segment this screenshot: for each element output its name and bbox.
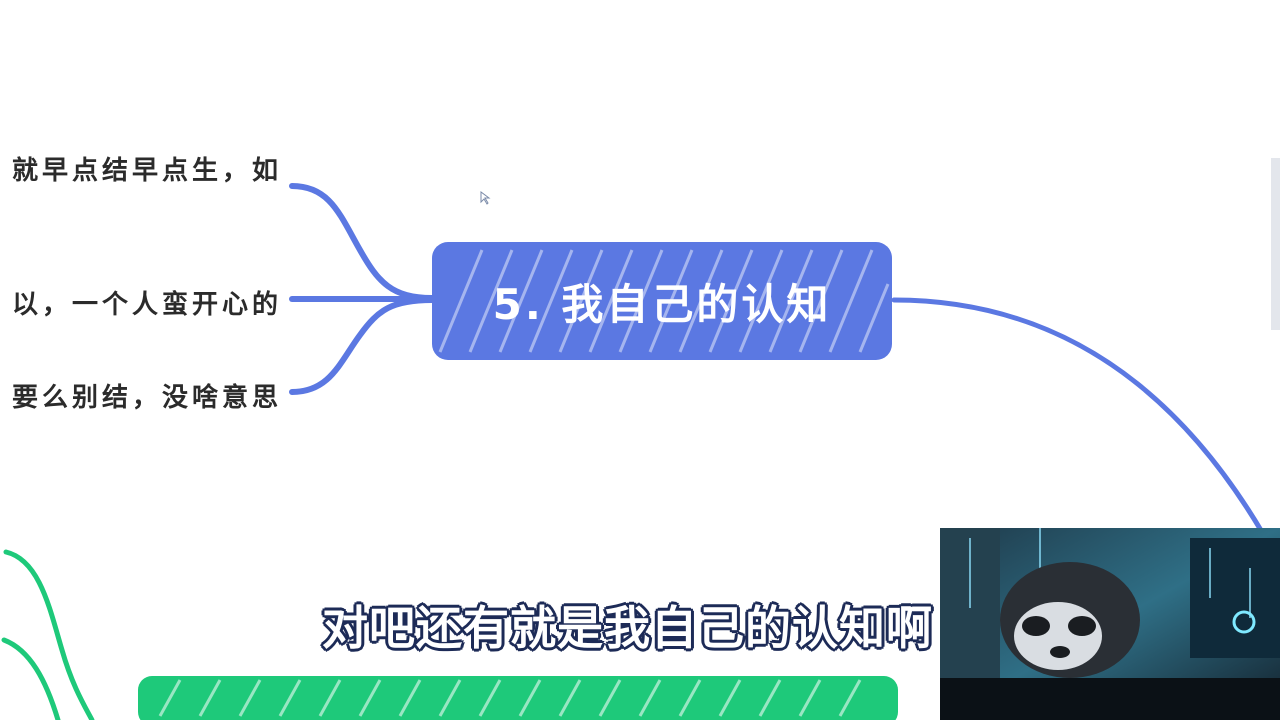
subtitle-caption: 对吧还有就是我自己的认知啊 — [322, 601, 933, 655]
vertical-scrollbar[interactable] — [1271, 158, 1280, 330]
mouse-cursor-icon — [480, 191, 491, 205]
branch-connector-1 — [289, 183, 435, 301]
next-node-green — [138, 676, 898, 720]
connector-to-next-node — [891, 297, 1265, 535]
branch-text-2[interactable]: 以，一个人蛮开心的 — [11, 290, 282, 320]
branch-text-3[interactable]: 要么别结，没啥意思 — [11, 383, 282, 413]
branch-connector-3 — [289, 297, 435, 395]
central-node-label: 5. 我自己的认知 — [492, 279, 832, 329]
webcam-image — [940, 528, 1280, 720]
webcam-overlay — [940, 528, 1280, 720]
green-connector-2 — [1, 637, 61, 720]
central-node-background — [432, 242, 892, 360]
central-node[interactable]: 5. 我自己的认知 — [430, 240, 894, 362]
green-connector-1 — [3, 549, 95, 720]
branch-text-1[interactable]: 就早点结早点生，如 — [11, 156, 282, 186]
